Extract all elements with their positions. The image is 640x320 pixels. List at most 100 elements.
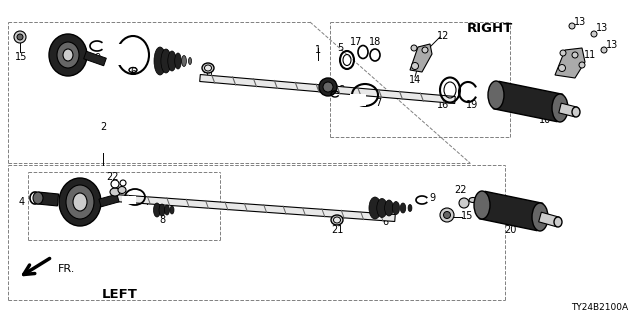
Ellipse shape xyxy=(164,205,170,215)
Polygon shape xyxy=(539,212,559,227)
Circle shape xyxy=(444,212,451,219)
Ellipse shape xyxy=(66,185,94,219)
Circle shape xyxy=(591,31,597,37)
Polygon shape xyxy=(493,81,563,122)
Text: 15: 15 xyxy=(15,52,28,62)
Text: 22: 22 xyxy=(106,172,118,182)
Text: 8: 8 xyxy=(159,215,165,225)
Text: 5: 5 xyxy=(337,43,343,53)
Text: RIGHT: RIGHT xyxy=(467,21,513,35)
Text: 12: 12 xyxy=(437,31,449,41)
Text: 13: 13 xyxy=(574,17,586,27)
Ellipse shape xyxy=(110,188,120,196)
Ellipse shape xyxy=(168,51,176,71)
Bar xyxy=(122,196,136,204)
Circle shape xyxy=(569,23,575,29)
Circle shape xyxy=(323,82,333,92)
Ellipse shape xyxy=(73,193,87,211)
Circle shape xyxy=(459,198,469,208)
Circle shape xyxy=(440,208,454,222)
Ellipse shape xyxy=(572,107,580,117)
Bar xyxy=(350,94,366,106)
Polygon shape xyxy=(559,103,577,117)
Ellipse shape xyxy=(189,58,191,65)
Circle shape xyxy=(601,47,607,53)
Circle shape xyxy=(559,65,566,71)
Ellipse shape xyxy=(333,217,340,223)
Ellipse shape xyxy=(59,178,101,226)
Polygon shape xyxy=(200,75,455,103)
Ellipse shape xyxy=(118,187,126,194)
Ellipse shape xyxy=(385,200,394,216)
Circle shape xyxy=(422,47,428,53)
Ellipse shape xyxy=(170,206,174,214)
Ellipse shape xyxy=(400,203,406,213)
Ellipse shape xyxy=(33,192,43,204)
Polygon shape xyxy=(37,192,59,206)
Text: 9: 9 xyxy=(429,193,435,203)
Ellipse shape xyxy=(554,217,562,227)
Polygon shape xyxy=(555,48,585,78)
Ellipse shape xyxy=(154,203,161,217)
Text: 22: 22 xyxy=(454,185,467,195)
Text: LEFT: LEFT xyxy=(102,289,138,301)
Ellipse shape xyxy=(331,215,343,225)
Ellipse shape xyxy=(532,203,548,231)
Ellipse shape xyxy=(202,63,214,73)
Circle shape xyxy=(14,31,26,43)
Ellipse shape xyxy=(49,34,87,76)
Text: 8: 8 xyxy=(338,85,344,95)
Text: 7: 7 xyxy=(375,98,381,108)
Ellipse shape xyxy=(205,65,211,71)
Text: 9: 9 xyxy=(94,53,100,63)
Ellipse shape xyxy=(63,49,73,61)
Text: 3: 3 xyxy=(85,215,91,225)
Ellipse shape xyxy=(57,42,79,68)
Ellipse shape xyxy=(552,94,568,122)
Polygon shape xyxy=(84,51,106,66)
Ellipse shape xyxy=(392,202,399,214)
Text: FR.: FR. xyxy=(58,264,76,274)
Ellipse shape xyxy=(182,55,186,67)
Text: 6: 6 xyxy=(382,217,388,227)
Text: 1: 1 xyxy=(315,45,321,55)
Circle shape xyxy=(17,34,23,40)
Ellipse shape xyxy=(161,49,171,73)
Text: 20: 20 xyxy=(504,225,516,235)
Text: 2: 2 xyxy=(100,122,106,132)
Circle shape xyxy=(560,50,566,56)
Ellipse shape xyxy=(377,198,387,218)
Text: 14: 14 xyxy=(409,75,421,85)
Text: 16: 16 xyxy=(437,100,449,110)
Text: 18: 18 xyxy=(369,37,381,47)
Polygon shape xyxy=(479,191,543,231)
Text: 19: 19 xyxy=(466,100,478,110)
Circle shape xyxy=(572,52,578,58)
Ellipse shape xyxy=(159,204,165,216)
Ellipse shape xyxy=(488,81,504,109)
Text: 17: 17 xyxy=(350,37,362,47)
Text: 11: 11 xyxy=(584,50,596,60)
Circle shape xyxy=(411,45,417,51)
Text: TY24B2100A: TY24B2100A xyxy=(572,303,628,313)
Ellipse shape xyxy=(408,204,412,212)
Text: 7: 7 xyxy=(144,197,150,207)
Ellipse shape xyxy=(469,197,477,203)
Circle shape xyxy=(579,62,585,68)
Ellipse shape xyxy=(369,197,381,219)
Circle shape xyxy=(412,62,419,69)
Circle shape xyxy=(319,78,337,96)
Ellipse shape xyxy=(154,47,166,75)
Text: 21: 21 xyxy=(202,72,214,82)
Text: 13: 13 xyxy=(606,40,618,50)
Bar xyxy=(115,44,133,65)
Text: 4: 4 xyxy=(19,197,25,207)
Ellipse shape xyxy=(175,53,181,69)
Polygon shape xyxy=(410,44,432,72)
Text: 13: 13 xyxy=(596,23,608,33)
Text: 6: 6 xyxy=(130,67,136,77)
Polygon shape xyxy=(115,195,396,221)
Text: 21: 21 xyxy=(331,225,343,235)
Ellipse shape xyxy=(474,191,490,219)
Polygon shape xyxy=(99,194,119,207)
